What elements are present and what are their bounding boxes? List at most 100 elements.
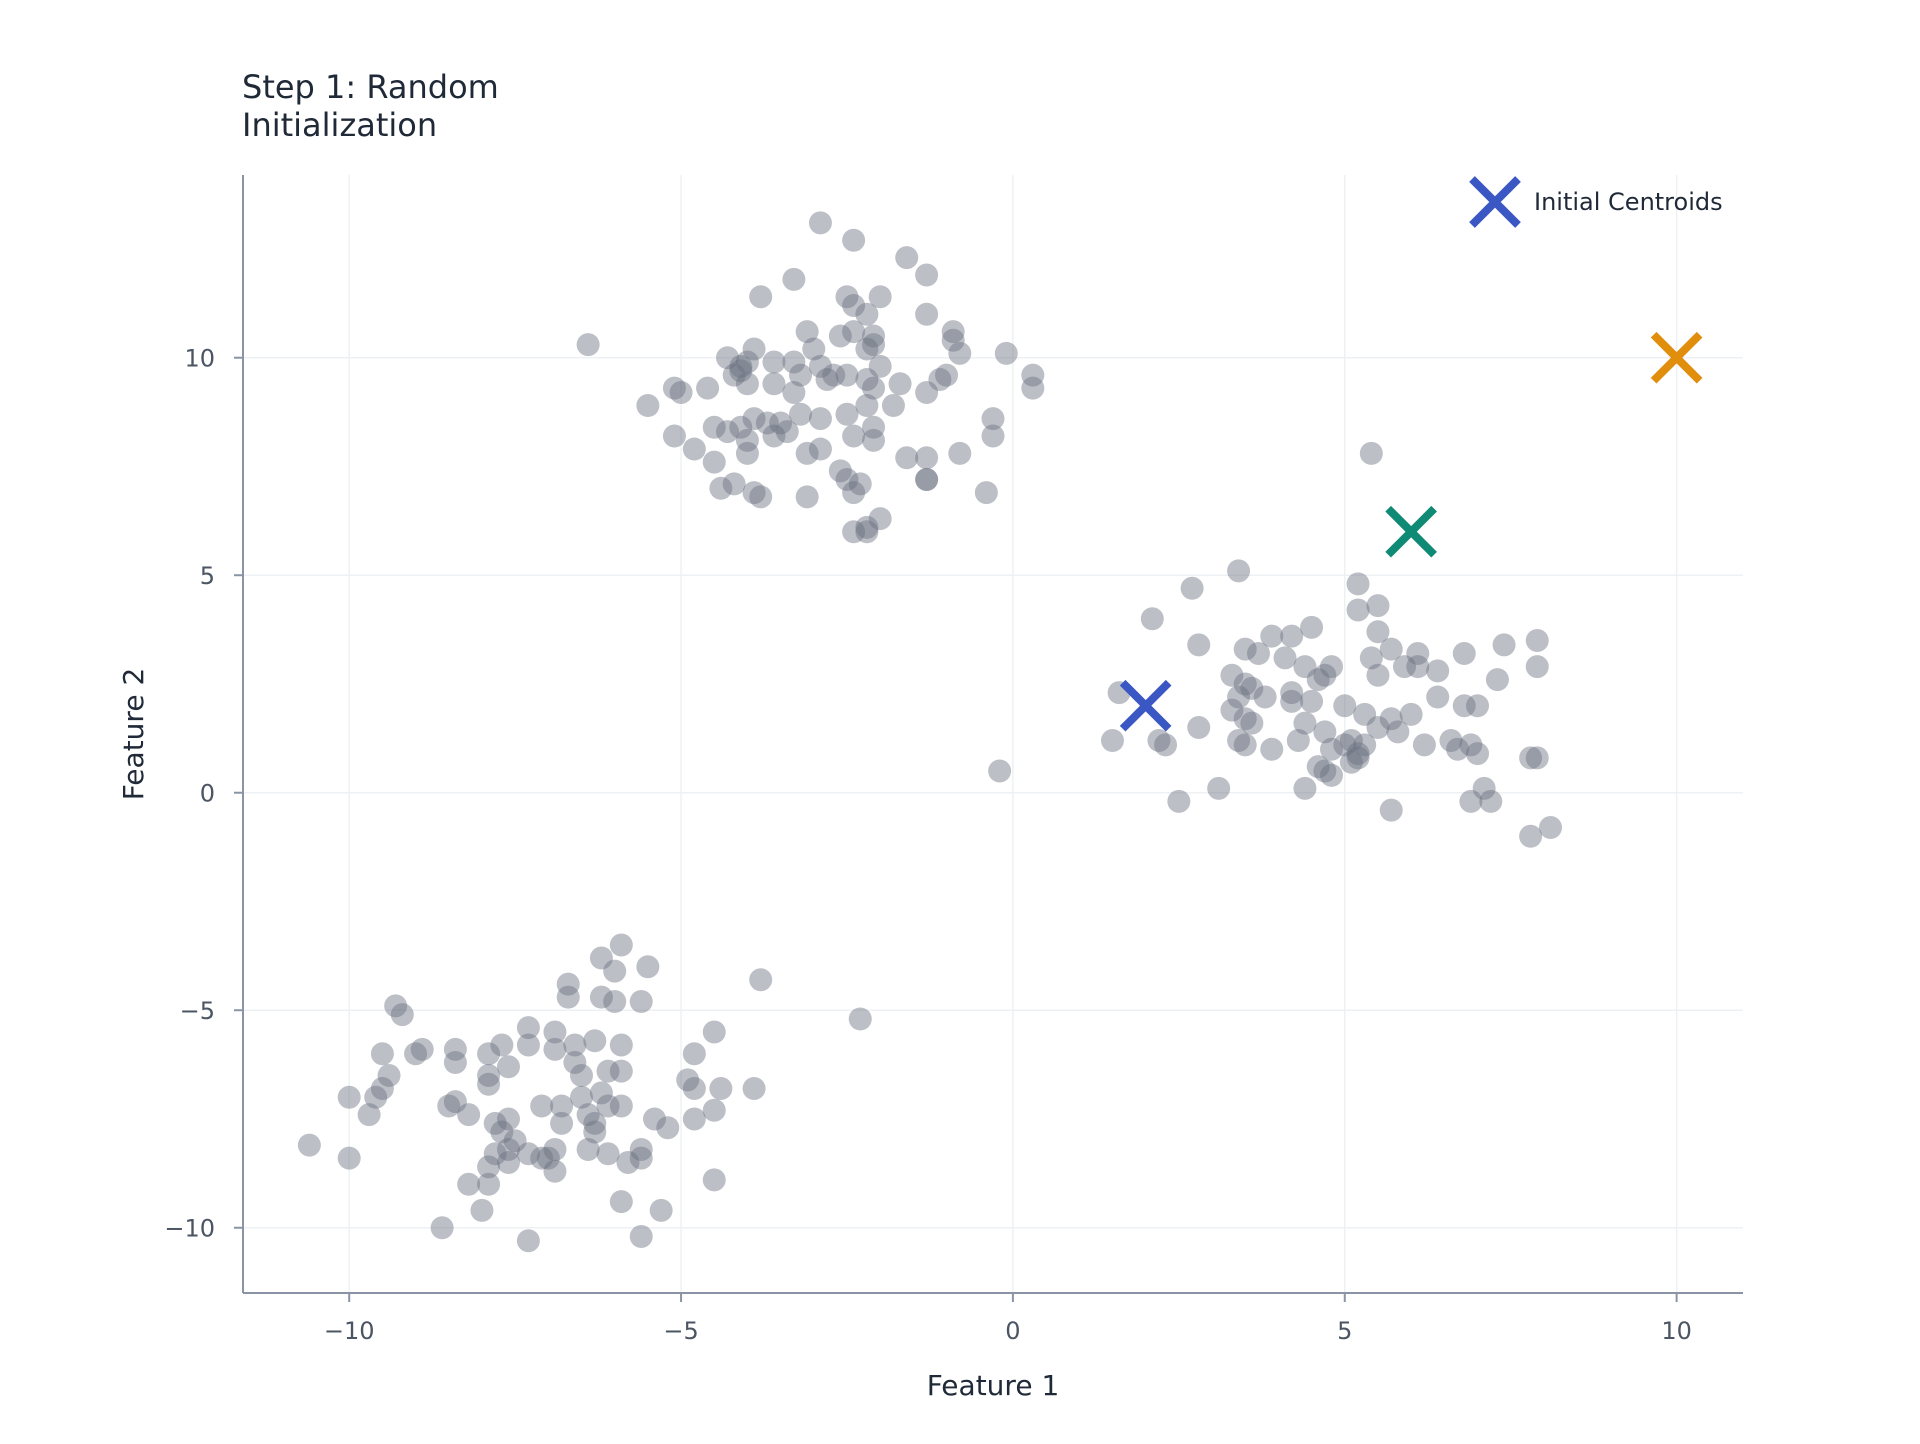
data-point	[629, 990, 653, 1014]
data-point	[855, 337, 879, 361]
y-axis-label: Feature 2	[117, 668, 150, 801]
x-axis-label: Feature 1	[927, 1369, 1060, 1402]
data-point	[609, 1094, 633, 1118]
data-point	[749, 485, 773, 509]
centroid-marker	[1385, 505, 1437, 558]
data-point	[1313, 759, 1337, 783]
data-point	[828, 324, 852, 348]
data-point	[769, 411, 793, 435]
data-point	[709, 476, 733, 500]
data-point	[1319, 737, 1343, 761]
data-point	[1346, 742, 1370, 766]
data-point	[430, 1216, 454, 1240]
data-point	[729, 359, 753, 383]
data-point	[443, 1090, 467, 1114]
data-point	[702, 450, 726, 474]
data-point	[583, 1120, 607, 1144]
data-point	[862, 376, 886, 400]
data-point	[1313, 663, 1337, 687]
data-point	[855, 302, 879, 326]
data-point	[782, 381, 806, 405]
data-point	[1187, 715, 1211, 739]
data-point	[802, 337, 826, 361]
data-point	[457, 1172, 481, 1196]
data-point	[974, 481, 998, 505]
data-point	[496, 1107, 520, 1131]
data-point	[941, 328, 965, 352]
data-point	[1233, 707, 1257, 731]
data-point	[1233, 637, 1257, 661]
data-point	[808, 211, 832, 235]
data-point	[935, 363, 959, 387]
data-point	[603, 959, 627, 983]
data-point	[1399, 702, 1423, 726]
data-point	[862, 324, 886, 348]
data-point	[1293, 711, 1317, 735]
data-point	[1280, 681, 1304, 705]
data-point	[609, 1059, 633, 1083]
y-tick-label: 0	[200, 780, 215, 808]
data-point	[915, 302, 939, 326]
data-point	[941, 320, 965, 344]
data-point	[1525, 628, 1549, 652]
data-point	[536, 1146, 560, 1170]
y-tick-label: 5	[200, 562, 215, 590]
data-point	[483, 1142, 507, 1166]
data-point	[928, 367, 952, 391]
data-point	[729, 354, 753, 378]
data-point	[835, 285, 859, 309]
data-point	[716, 420, 740, 444]
data-point	[1346, 746, 1370, 770]
data-point	[556, 985, 580, 1009]
data-point	[384, 994, 408, 1018]
data-point	[808, 354, 832, 378]
data-point	[1359, 441, 1383, 465]
data-point	[609, 1190, 633, 1214]
data-point	[762, 372, 786, 396]
data-point	[742, 481, 766, 505]
data-point	[1306, 668, 1330, 692]
data-point	[915, 381, 939, 405]
data-point	[596, 1094, 620, 1118]
data-point	[1333, 733, 1357, 757]
grid	[243, 175, 1743, 1293]
data-point	[1386, 720, 1410, 744]
data-point	[563, 1050, 587, 1074]
data-point	[370, 1077, 394, 1101]
data-point	[762, 424, 786, 448]
chart-title: Step 1: Random Initialization	[242, 68, 499, 144]
data-point	[656, 1116, 680, 1140]
data-point	[895, 246, 919, 270]
data-point	[1379, 798, 1403, 822]
data-point	[702, 1168, 726, 1192]
data-point	[297, 1133, 321, 1157]
data-point	[669, 381, 693, 405]
data-point	[948, 441, 972, 465]
data-point	[589, 946, 613, 970]
data-point	[722, 472, 746, 496]
data-point	[543, 1137, 567, 1161]
data-point	[735, 350, 759, 374]
data-point	[1313, 720, 1337, 744]
data-point	[735, 428, 759, 452]
data-point	[596, 1142, 620, 1166]
data-point	[477, 1063, 501, 1087]
data-point	[915, 468, 939, 492]
data-point	[1426, 659, 1450, 683]
data-point	[842, 424, 866, 448]
data-point	[516, 1016, 540, 1040]
data-point	[496, 1150, 520, 1174]
data-point	[437, 1094, 461, 1118]
data-point	[563, 1033, 587, 1057]
data-point	[457, 1103, 481, 1127]
data-point	[848, 472, 872, 496]
axes: −10 −5 0 5 10 −10 −5 0 5 10 Feature 1 Feature 2	[117, 175, 1743, 1402]
data-point	[643, 1107, 667, 1131]
data-point	[709, 1077, 733, 1101]
data-point	[855, 520, 879, 544]
data-point	[364, 1085, 388, 1109]
data-point	[735, 372, 759, 396]
data-point	[1333, 694, 1357, 718]
data-point	[490, 1033, 514, 1057]
